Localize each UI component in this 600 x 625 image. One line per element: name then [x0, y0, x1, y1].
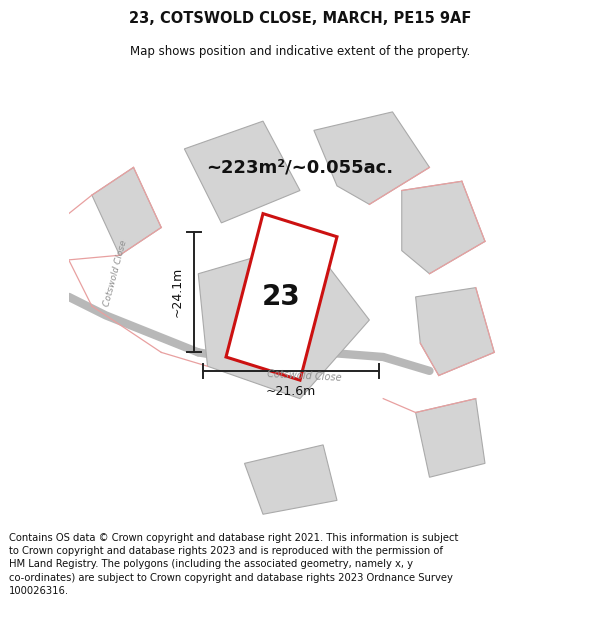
Polygon shape	[314, 112, 430, 204]
Text: Cotswold Close: Cotswold Close	[102, 239, 128, 308]
Text: ~21.6m: ~21.6m	[266, 385, 316, 398]
Polygon shape	[198, 241, 370, 399]
Text: Cotswold Close: Cotswold Close	[267, 369, 342, 382]
Polygon shape	[92, 168, 161, 255]
Text: 23, COTSWOLD CLOSE, MARCH, PE15 9AF: 23, COTSWOLD CLOSE, MARCH, PE15 9AF	[129, 11, 471, 26]
Text: 23: 23	[262, 283, 301, 311]
Polygon shape	[402, 181, 485, 274]
Text: ~24.1m: ~24.1m	[171, 267, 184, 318]
Text: Map shows position and indicative extent of the property.: Map shows position and indicative extent…	[130, 45, 470, 58]
Text: Contains OS data © Crown copyright and database right 2021. This information is : Contains OS data © Crown copyright and d…	[9, 533, 458, 596]
Polygon shape	[184, 121, 300, 223]
Text: ~223m²/~0.055ac.: ~223m²/~0.055ac.	[206, 158, 394, 176]
Polygon shape	[416, 288, 494, 376]
Polygon shape	[226, 214, 337, 380]
Polygon shape	[245, 445, 337, 514]
Polygon shape	[416, 399, 485, 478]
